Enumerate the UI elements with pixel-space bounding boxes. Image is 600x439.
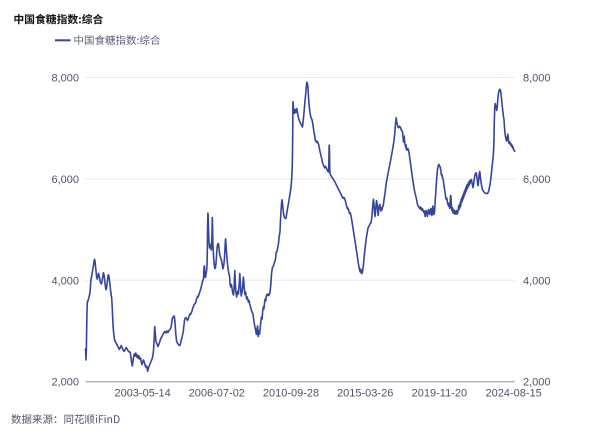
svg-text:4,000: 4,000	[51, 275, 79, 287]
svg-text:4,000: 4,000	[523, 275, 551, 287]
svg-text:2,000: 2,000	[51, 377, 79, 389]
svg-text:6,000: 6,000	[51, 174, 79, 186]
svg-text:2024-08-15: 2024-08-15	[485, 388, 541, 400]
svg-text:8,000: 8,000	[523, 73, 551, 85]
svg-text:2015-03-26: 2015-03-26	[337, 388, 393, 400]
svg-text:2019-11-20: 2019-11-20	[412, 388, 467, 400]
svg-text:2010-09-28: 2010-09-28	[263, 388, 319, 400]
svg-text:8,000: 8,000	[51, 73, 79, 85]
svg-text:2,000: 2,000	[523, 377, 551, 389]
svg-text:6,000: 6,000	[523, 174, 551, 186]
svg-text:2003-05-14: 2003-05-14	[114, 388, 170, 400]
svg-text:2006-07-02: 2006-07-02	[189, 388, 245, 400]
